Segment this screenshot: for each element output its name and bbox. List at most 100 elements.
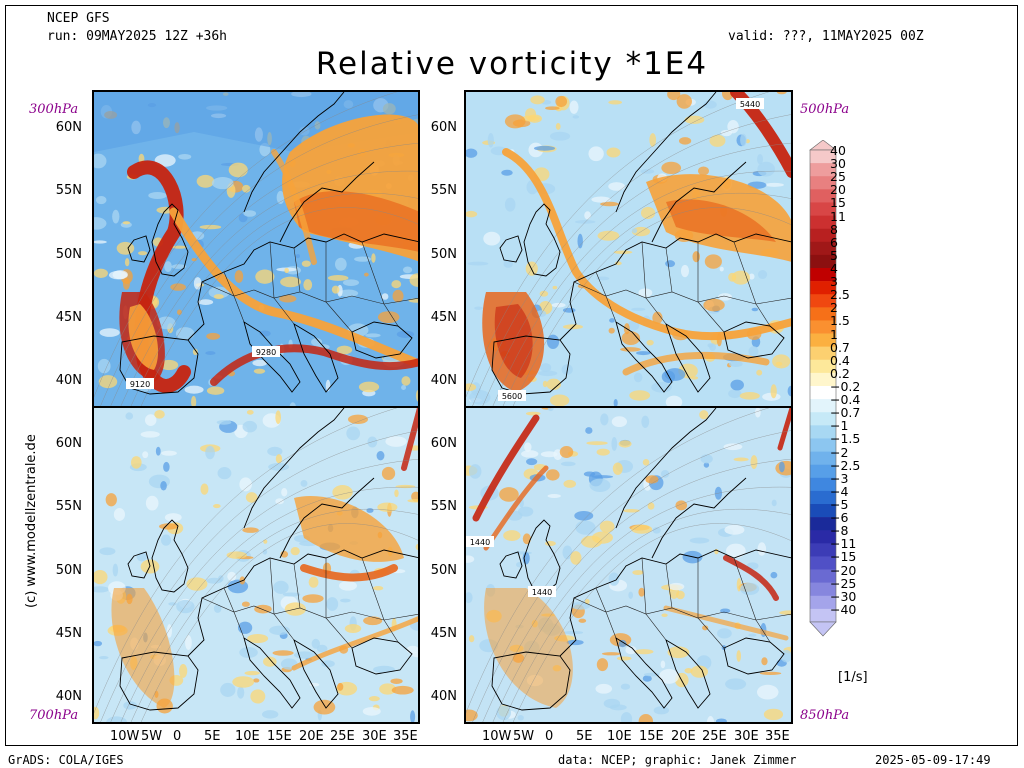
colorbar-swatch: [810, 490, 836, 505]
colorbar-tick-label: 11: [830, 208, 846, 224]
colorbar-tick-label: 3: [830, 274, 838, 290]
colorbar-swatch: [810, 504, 836, 518]
latitude-label: 60N: [430, 436, 457, 451]
colorbar-tick-label: −3: [830, 470, 849, 486]
longitude-label: 5E: [576, 729, 593, 744]
longitude-label: 20E: [299, 729, 324, 744]
contour-label: 9120: [130, 380, 150, 389]
colorbar-swatch: [810, 477, 836, 492]
colorbar: [809, 140, 837, 637]
latitude-label: 50N: [430, 247, 457, 262]
colorbar-tick-label: 6: [830, 234, 838, 250]
colorbar-swatch: [810, 543, 836, 557]
colorbar-swatch: [810, 294, 836, 308]
longitude-label: 10E: [235, 729, 260, 744]
longitude-label: 15E: [639, 729, 664, 744]
colorbar-tick-label: 15: [830, 195, 846, 211]
level-label-850: 850hPa: [800, 708, 850, 723]
longitude-label: 25E: [330, 729, 355, 744]
longitude-label: 10E: [607, 729, 632, 744]
colorbar-swatch: [810, 399, 836, 413]
colorbar-swatch: [810, 241, 836, 256]
longitude-label: 25E: [702, 729, 727, 744]
colorbar-swatch: [810, 307, 836, 321]
colorbar-bottom-arrow: [809, 621, 837, 637]
colorbar-tick-label: −0.7: [830, 405, 861, 421]
colorbar-swatch: [810, 569, 836, 583]
map-panel-850hpa: 1440 1440: [464, 406, 793, 724]
colorbar-tick-label: −4: [830, 483, 849, 499]
latitude-label: 60N: [430, 120, 457, 135]
colorbar-tick-label: 30: [830, 156, 846, 172]
colorbar-swatch: [810, 556, 836, 570]
colorbar-tick-label: −40: [830, 601, 857, 617]
contour-label: 5600: [502, 392, 522, 401]
run-info: run: 09MAY2025 12Z +36h: [47, 29, 228, 44]
colorbar-swatch: [810, 346, 836, 361]
colorbar-tick-label: 8: [830, 221, 838, 237]
colorbar-swatch: [810, 202, 836, 216]
colorbar-tick-label: −11: [830, 536, 857, 552]
colorbar-swatch: [810, 150, 836, 164]
colorbar-tick-label: −30: [830, 588, 857, 604]
colorbar-swatch: [810, 228, 836, 243]
footer-credit: data: NCEP; graphic: Janek Zimmer: [558, 753, 797, 767]
colorbar-swatch: [810, 359, 836, 374]
longitude-label: 30E: [362, 729, 387, 744]
colorbar-swatch: [810, 268, 836, 282]
colorbar-swatch: [810, 438, 836, 452]
map-panel-300hpa: 9120 9280: [92, 90, 420, 408]
chart-title: Relative vorticity *1E4: [315, 46, 709, 82]
latitude-label: 40N: [430, 373, 457, 388]
longitude-label: 15E: [267, 729, 292, 744]
colorbar-tick-label: 1: [830, 326, 838, 342]
longitude-label: 5E: [204, 729, 221, 744]
colorbar-tick-label: −20: [830, 562, 857, 578]
colorbar-tick-label: 40: [830, 143, 846, 158]
longitude-label: 10W: [482, 729, 512, 744]
map-panel-500hpa: 5440 5600: [464, 90, 793, 408]
colorbar-swatch: [810, 254, 836, 269]
latitude-label: 40N: [55, 689, 82, 704]
colorbar-swatch: [810, 281, 836, 295]
longitude-label: 30E: [734, 729, 759, 744]
colorbar-tick-label: 2.5: [830, 287, 850, 303]
colorbar-tick-label: −0.2: [830, 379, 861, 394]
colorbar-swatch: [810, 425, 836, 439]
colorbar-swatch: [810, 333, 836, 347]
colorbar-tick-label: −1.5: [830, 431, 861, 447]
contour-label: 1440: [532, 588, 552, 597]
colorbar-swatch: [810, 582, 836, 597]
latitude-label: 50N: [55, 247, 82, 262]
footer-software: GrADS: COLA/IGES: [8, 753, 124, 767]
plot-frame: [5, 5, 1018, 746]
side-credit: (c) www.modellzentrale.de: [24, 434, 39, 608]
latitude-label: 55N: [430, 499, 457, 514]
model-name: NCEP GFS: [47, 11, 110, 26]
colorbar-unit: [1/s]: [838, 670, 868, 685]
colorbar-tick-label: −2: [830, 444, 849, 460]
latitude-label: 50N: [430, 563, 457, 578]
colorbar-swatch: [810, 372, 836, 387]
colorbar-swatch: [810, 517, 836, 531]
colorbar-tick-label: 2: [830, 300, 838, 316]
level-label-300: 300hPa: [29, 102, 79, 117]
longitude-label: 35E: [393, 729, 418, 744]
colorbar-tick-label: −5: [830, 497, 849, 512]
colorbar-tick-label: 0.4: [830, 352, 850, 368]
colorbar-swatch: [810, 412, 836, 426]
colorbar-swatch: [810, 464, 836, 479]
longitude-label: 0: [545, 729, 554, 744]
colorbar-tick-label: 0.2: [830, 365, 850, 381]
latitude-label: 40N: [430, 689, 457, 704]
latitude-label: 60N: [55, 120, 82, 135]
colorbar-swatch: [810, 386, 836, 400]
latitude-label: 55N: [430, 183, 457, 198]
colorbar-swatch: [810, 451, 836, 465]
longitude-label: 35E: [765, 729, 790, 744]
colorbar-swatch: [810, 530, 836, 544]
latitude-label: 45N: [55, 310, 82, 325]
colorbar-tick-label: 0.7: [830, 339, 850, 355]
latitude-label: 45N: [430, 310, 457, 325]
level-label-500: 500hPa: [800, 102, 850, 117]
